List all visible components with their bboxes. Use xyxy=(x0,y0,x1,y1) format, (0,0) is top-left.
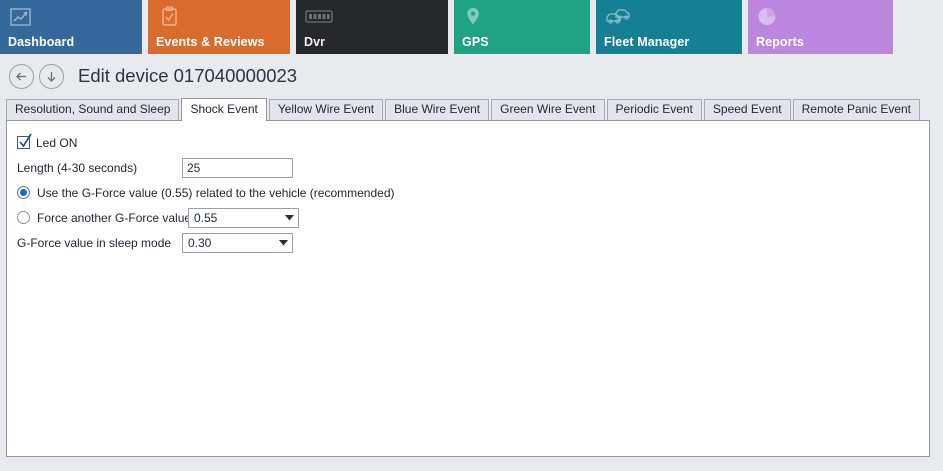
check-icon xyxy=(18,133,33,153)
chevron-down-icon xyxy=(280,214,298,221)
chevron-down-icon xyxy=(274,239,292,246)
cars-icon xyxy=(604,6,630,28)
nav-tile-fleet-manager[interactable]: Fleet Manager xyxy=(596,0,742,54)
force-gforce-radio[interactable] xyxy=(17,210,31,225)
download-button[interactable] xyxy=(39,63,64,89)
sleep-gforce-dropdown[interactable]: 0.30 xyxy=(182,232,293,253)
nav-tile-gps[interactable]: GPS xyxy=(454,0,590,54)
led-on-checkbox[interactable] xyxy=(17,133,33,153)
nav-tile-reports[interactable]: Reports xyxy=(748,0,893,54)
page-header: Edit device 017040000023 xyxy=(0,54,943,98)
arrow-left-circle-icon xyxy=(14,69,29,84)
back-button[interactable] xyxy=(9,63,34,89)
length-label: Length (4-30 seconds) xyxy=(17,160,138,175)
use-vehicle-gforce-row: Use the G-Force value (0.55) related to … xyxy=(7,181,929,204)
nav-tile-dashboard[interactable]: Dashboard xyxy=(0,0,142,54)
sleep-gforce-row: G-Force value in sleep mode 0.30 xyxy=(7,231,929,254)
chart-line-icon xyxy=(8,6,34,28)
nav-tile-events-and-reviews[interactable]: Events & Reviews xyxy=(148,0,290,54)
pie-chart-icon xyxy=(756,6,782,28)
force-gforce-value: 0.55 xyxy=(194,210,218,225)
arrow-down-circle-icon xyxy=(44,69,59,84)
nav-tile-label: Dvr xyxy=(304,35,326,49)
use-vehicle-gforce-radio[interactable] xyxy=(17,185,31,200)
nav-tile-dvr[interactable]: Dvr xyxy=(296,0,448,54)
nav-tile-label: Reports xyxy=(756,35,804,49)
tab-shock-event[interactable]: Shock Event xyxy=(181,98,267,121)
map-pin-icon xyxy=(462,6,488,28)
tab-yellow-wire-event[interactable]: Yellow Wire Event xyxy=(268,99,384,120)
tab-bar: Resolution, Sound and Sleep Shock Event … xyxy=(0,98,943,121)
length-row: Length (4-30 seconds) xyxy=(7,156,929,179)
radio-dot xyxy=(20,188,27,196)
nav-tile-label: Events & Reviews xyxy=(156,35,265,49)
page-title: Edit device 017040000023 xyxy=(78,65,298,86)
nav-tile-label: Dashboard xyxy=(8,35,75,49)
main-navigation: Dashboard Events & Reviews Dvr xyxy=(0,0,943,54)
led-on-row: Led ON xyxy=(7,131,929,154)
force-gforce-label: Force another G-Force value xyxy=(37,210,192,225)
tab-periodic-event[interactable]: Periodic Event xyxy=(606,99,702,120)
use-vehicle-gforce-label: Use the G-Force value (0.55) related to … xyxy=(37,185,395,200)
dvr-device-icon xyxy=(304,6,333,28)
shock-event-panel: Led ON Length (4-30 seconds) Use the G-F… xyxy=(6,120,930,457)
sleep-gforce-label: G-Force value in sleep mode xyxy=(17,235,172,250)
radio-outer xyxy=(17,210,30,224)
sleep-gforce-value: 0.30 xyxy=(188,235,212,250)
tab-speed-event[interactable]: Speed Event xyxy=(703,99,791,120)
length-input[interactable] xyxy=(182,157,293,178)
force-gforce-row: Force another G-Force value 0.55 xyxy=(7,206,929,229)
force-gforce-dropdown[interactable]: 0.55 xyxy=(188,207,299,228)
tab-resolution-sound-and-sleep[interactable]: Resolution, Sound and Sleep xyxy=(6,99,180,120)
tab-green-wire-event[interactable]: Green Wire Event xyxy=(491,99,605,120)
nav-tile-label: GPS xyxy=(462,35,489,49)
tab-remote-panic-event[interactable]: Remote Panic Event xyxy=(792,99,920,120)
clipboard-check-icon xyxy=(156,6,182,28)
nav-tile-label: Fleet Manager xyxy=(604,35,690,49)
tab-blue-wire-event[interactable]: Blue Wire Event xyxy=(385,99,490,120)
led-on-label: Led ON xyxy=(36,135,78,150)
